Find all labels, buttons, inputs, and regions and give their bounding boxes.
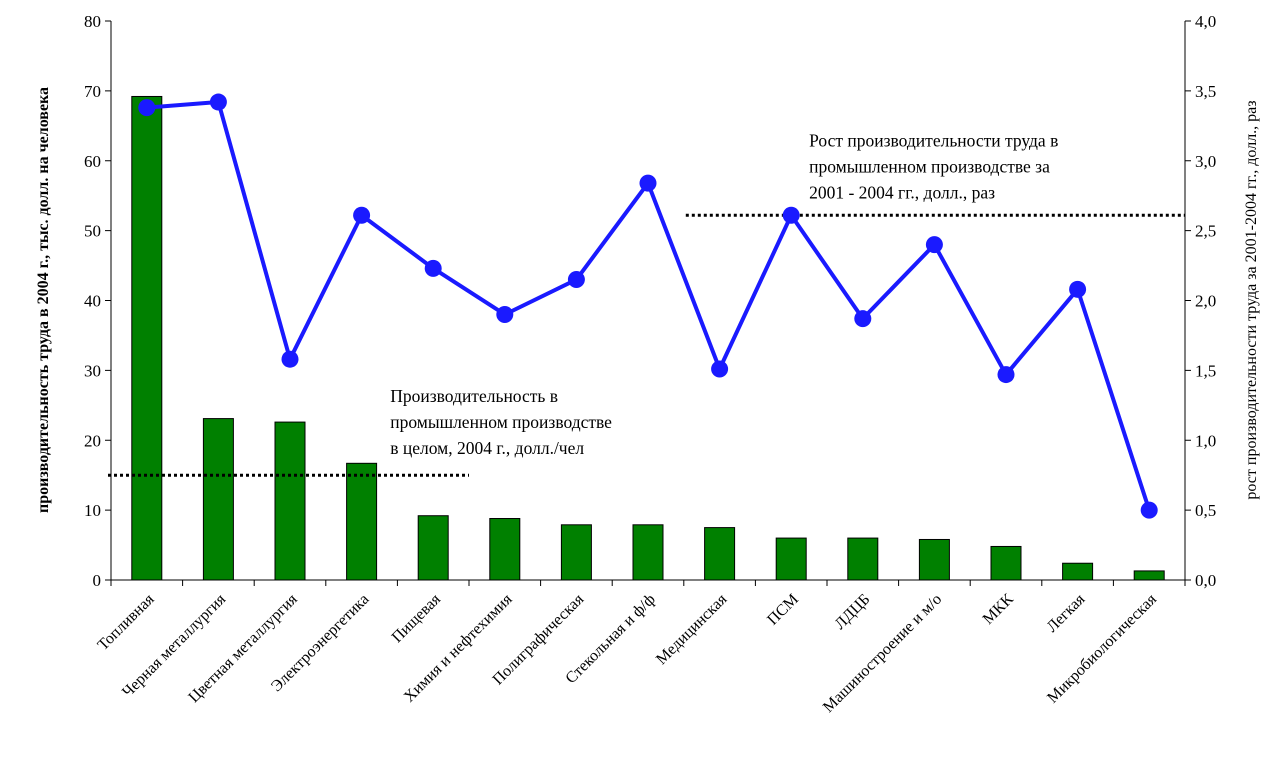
line-point: [854, 310, 872, 328]
annotation-line: 2001 - 2004 гг., долл., раз: [809, 182, 995, 202]
y-tick-label: 70: [84, 82, 101, 101]
y2-tick-label: 0,5: [1195, 501, 1216, 520]
x-tick-label: ПСМ: [764, 591, 802, 629]
bar: [847, 537, 879, 581]
annotation-line: промышленном производстве за: [809, 156, 1050, 176]
bar: [632, 524, 664, 581]
line-point: [281, 350, 299, 368]
x-tick-label: Пищевая: [389, 590, 445, 646]
y-tick-label: 10: [84, 501, 101, 520]
y2-tick-label: 3,5: [1195, 82, 1216, 101]
x-tick-label: МКК: [980, 591, 1017, 628]
y-axis-title: производительность труда в 2004 г., тыс.…: [35, 87, 52, 513]
y2-tick-label: 3,0: [1195, 152, 1216, 171]
annotation-line: Рост производительности труда в: [809, 130, 1058, 150]
bar: [346, 462, 378, 581]
bar: [918, 538, 950, 581]
y-tick-label: 80: [84, 12, 101, 31]
x-tick-label: Медицинская: [653, 590, 731, 668]
line-point: [639, 174, 657, 192]
y-tick-label: 20: [84, 431, 101, 450]
y-tick-label: 40: [84, 292, 101, 311]
bar: [202, 418, 234, 581]
line-point: [353, 206, 371, 224]
bar: [131, 95, 163, 581]
y2-axis-title: рост производительности труда за 2001-20…: [1243, 100, 1260, 499]
line-point: [424, 259, 442, 277]
bar: [489, 518, 521, 581]
annotation-line: Производительность в: [390, 386, 558, 406]
x-tick-label: ЛДЦБ: [832, 591, 874, 633]
bar: [1133, 570, 1165, 581]
y2-tick-label: 1,0: [1195, 431, 1216, 450]
y2-tick-label: 4,0: [1195, 12, 1216, 31]
bar: [560, 524, 592, 581]
line-point: [1069, 280, 1087, 298]
y2-tick-label: 1,5: [1195, 361, 1216, 380]
bar: [274, 421, 306, 581]
x-tick-label: Машиностроение и м/о: [820, 591, 945, 716]
line-point: [209, 93, 227, 111]
line-point: [997, 366, 1015, 384]
y-tick-label: 30: [84, 361, 101, 380]
bar: [417, 515, 449, 581]
y-tick-label: 50: [84, 222, 101, 241]
y2-tick-label: 0,0: [1195, 571, 1216, 590]
line-point: [567, 271, 585, 289]
y-tick-label: 0: [93, 571, 102, 590]
line-point: [782, 206, 800, 224]
line-point: [138, 99, 156, 117]
y-tick-label: 60: [84, 152, 101, 171]
annotation-line: промышленном производстве: [390, 412, 612, 432]
line-point: [711, 360, 729, 378]
line-point: [496, 305, 514, 323]
plot-area: 0 10 20 30 40 50 60 70 80 0,0 0,5 1,0 1,5 2,0 2,5 3,0 3,…: [84, 12, 1216, 716]
bar: [1062, 562, 1094, 581]
annotation-line: в целом, 2004 г., долл./чел: [390, 438, 584, 458]
line-point: [1140, 501, 1158, 519]
bar: [990, 545, 1022, 581]
bar: [775, 537, 807, 581]
y2-tick-label: 2,0: [1195, 292, 1216, 311]
x-tick-label: Легкая: [1044, 590, 1089, 635]
y2-tick-label: 2,5: [1195, 222, 1216, 241]
x-tick-label: Топливная: [95, 590, 159, 654]
bar: [704, 527, 736, 581]
line-point: [925, 236, 943, 254]
